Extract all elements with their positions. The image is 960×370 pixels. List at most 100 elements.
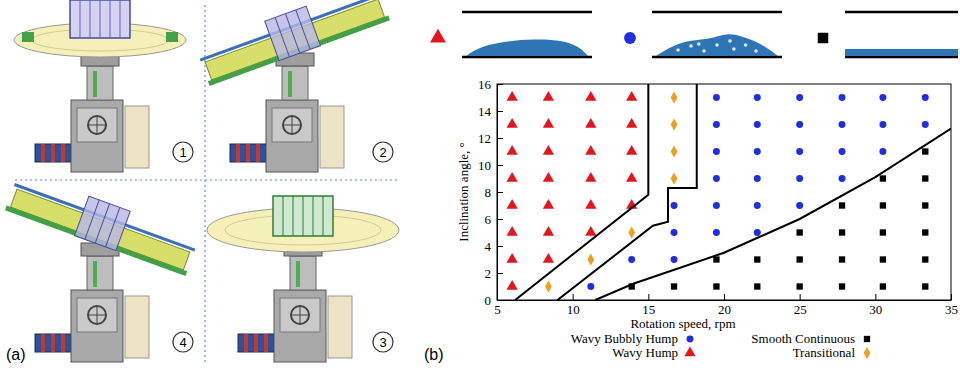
handwheel-spoke — [97, 306, 98, 324]
data-point — [754, 94, 761, 101]
tick-mark — [497, 219, 503, 220]
icon-bubble — [728, 39, 732, 43]
data-point — [754, 256, 760, 262]
icon-wall — [652, 56, 782, 59]
motor-stripe — [244, 334, 248, 352]
icon-wall — [845, 11, 958, 14]
data-point — [671, 119, 678, 131]
cabinet-panel — [77, 108, 117, 142]
tick: 25 — [794, 294, 807, 317]
data-point — [713, 121, 720, 128]
tick: 15 — [642, 294, 655, 317]
tick-mark — [497, 111, 503, 112]
legend-label: Wavy Bubbly Hump — [571, 331, 678, 346]
tick: 20 — [718, 294, 731, 317]
cage-bar — [106, 207, 120, 246]
cage — [273, 196, 333, 236]
tick-mark — [497, 192, 503, 193]
motor-stripe — [256, 144, 260, 162]
data-point — [506, 280, 517, 290]
tick-mark — [573, 294, 574, 300]
tick: 6 — [485, 212, 504, 227]
clamp — [166, 32, 178, 42]
legend-label: Wavy Hump — [612, 345, 678, 360]
data-point — [796, 175, 803, 182]
data-point — [754, 229, 761, 236]
data-point — [713, 283, 719, 289]
x-axis: 5101520253035 — [494, 294, 958, 317]
motor — [35, 144, 71, 162]
icon-bubble — [744, 43, 748, 47]
icon-bubble — [702, 49, 706, 53]
data-point — [626, 145, 637, 155]
legend: Wavy Bubbly Hump Smooth Continuous Wavy Hu… — [571, 331, 871, 360]
column-mark — [93, 71, 97, 97]
tick-label: 25 — [794, 302, 807, 317]
icon-wall — [845, 56, 958, 59]
clamp — [22, 32, 34, 42]
icon-liquid — [466, 39, 588, 56]
data-point — [839, 121, 846, 128]
panel-label: (a) — [6, 346, 26, 363]
regime-boundary — [595, 129, 951, 300]
control-box — [328, 296, 352, 358]
motor-stripe — [51, 334, 55, 352]
tick-mark — [875, 294, 876, 300]
view-badge — [173, 332, 193, 352]
icon-wall — [652, 11, 782, 14]
column — [290, 256, 316, 290]
column-mark — [288, 71, 292, 97]
legend-label: Smooth Continuous — [751, 331, 855, 346]
tick: 4 — [485, 239, 504, 254]
data-point — [922, 256, 928, 262]
tick-label: 16 — [478, 77, 492, 92]
motor-stripe — [254, 334, 258, 352]
data-point — [506, 91, 517, 101]
legend-marker — [684, 346, 695, 356]
data-point — [671, 229, 678, 236]
legend-item: Wavy Hump — [612, 345, 695, 360]
cage — [70, 0, 130, 38]
tick: 10 — [478, 158, 503, 173]
tick-label: 30 — [869, 302, 882, 317]
icon-bubble — [732, 47, 736, 51]
cage-bar — [100, 0, 101, 38]
motor — [230, 144, 266, 162]
column — [87, 66, 113, 100]
legend-marker — [687, 336, 694, 343]
motor — [35, 334, 71, 352]
tick: 2 — [485, 266, 504, 281]
data-point — [671, 92, 678, 104]
y-axis-title: Inclination angle, ° — [456, 142, 471, 241]
panel-a: 1243 — [5, 0, 400, 365]
tick-label: 0 — [485, 293, 492, 308]
data-point — [543, 118, 554, 128]
motor-stripe — [41, 334, 45, 352]
legend-marker — [864, 336, 870, 342]
handwheel-spoke — [300, 306, 301, 324]
cage-bar — [110, 0, 111, 38]
handwheel — [291, 306, 309, 324]
cage-bar — [313, 196, 314, 236]
cage-bar — [275, 17, 289, 56]
motor-stripe — [41, 144, 45, 162]
view-badge — [373, 142, 393, 162]
data-point — [506, 172, 517, 182]
data-point — [587, 283, 594, 290]
data-point — [713, 256, 719, 262]
icon-bubble — [715, 43, 719, 47]
tick-label: 10 — [567, 302, 580, 317]
regime-boundary — [515, 84, 648, 300]
handwheel-spoke — [292, 116, 293, 134]
cage-bar — [120, 0, 121, 38]
panel-label: (b) — [424, 346, 444, 363]
legend-label: Transitional — [793, 345, 856, 360]
control-box — [125, 296, 149, 358]
icon-wall — [462, 56, 592, 59]
cage-bar — [293, 196, 294, 236]
tick-label: 2 — [485, 266, 492, 281]
data-point — [839, 94, 846, 101]
legend-item: Smooth Continuous — [751, 331, 870, 346]
cage-bar — [303, 196, 304, 236]
view-badge — [173, 142, 193, 162]
